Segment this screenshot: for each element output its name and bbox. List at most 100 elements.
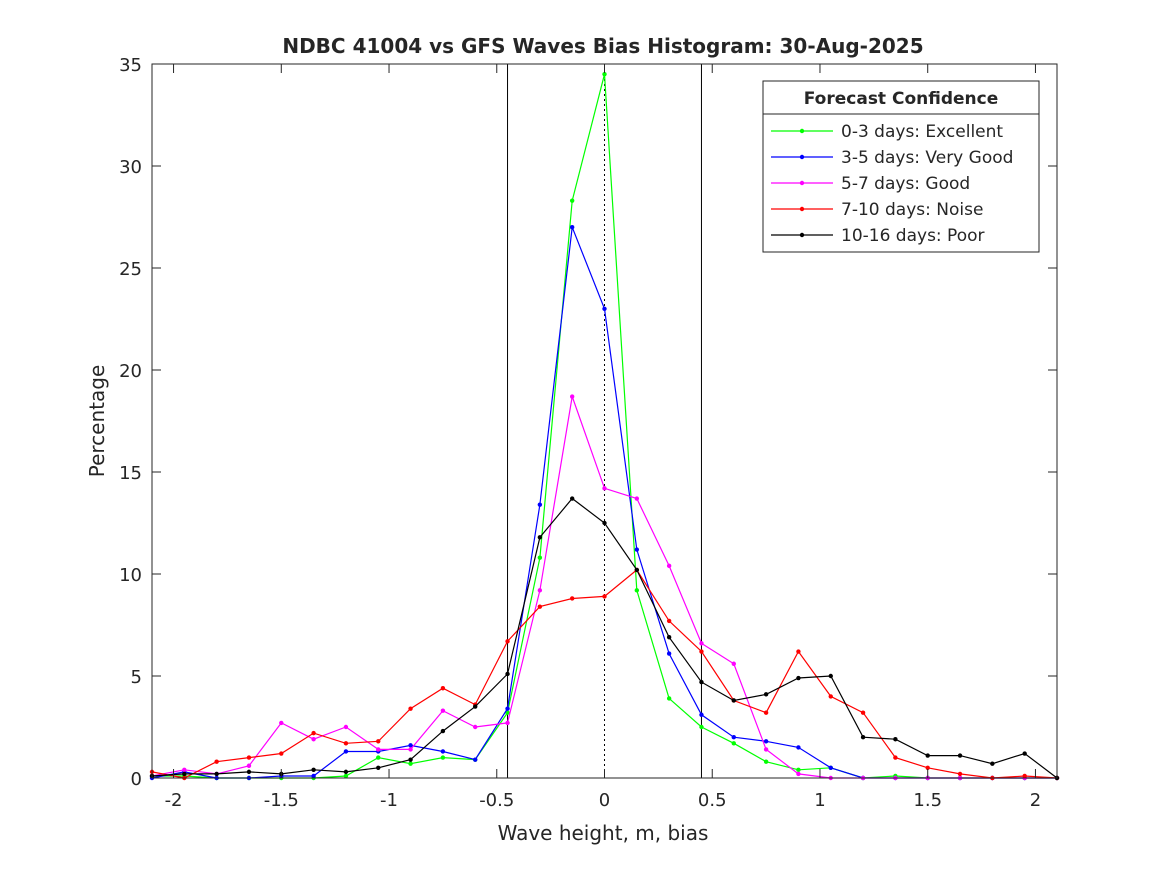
data-point xyxy=(602,306,607,311)
legend-swatch-marker xyxy=(799,180,805,186)
data-point xyxy=(569,496,575,501)
legend-label: 0-3 days: Excellent xyxy=(841,122,1003,142)
legend-swatch-marker xyxy=(799,154,805,160)
data-point xyxy=(505,706,510,711)
legend-swatch-marker xyxy=(799,232,805,238)
data-point xyxy=(796,745,801,750)
data-point xyxy=(408,706,413,711)
data-point xyxy=(763,759,769,764)
data-point xyxy=(699,712,704,717)
data-point xyxy=(182,767,187,773)
y-tick-label: 5 xyxy=(131,667,142,688)
data-point xyxy=(763,747,769,752)
legend-label: 10-16 days: Poor xyxy=(841,226,985,246)
y-tick-label: 10 xyxy=(119,565,142,586)
data-point xyxy=(343,773,349,779)
data-point xyxy=(828,694,833,699)
data-point xyxy=(311,767,316,773)
data-point xyxy=(699,724,704,730)
data-point xyxy=(925,765,930,770)
data-point xyxy=(699,649,704,654)
data-point xyxy=(505,710,510,715)
legend-swatch-marker xyxy=(799,206,805,212)
legend-items: 0-3 days: Excellent 3-5 days: Very Good 5-… xyxy=(771,122,1013,246)
data-point xyxy=(699,641,704,646)
data-point xyxy=(763,739,769,744)
x-tick-label: 1 xyxy=(814,790,825,811)
x-tick-label: -0.5 xyxy=(479,790,514,811)
legend-entry: 0-3 days: Excellent xyxy=(771,122,1003,142)
data-point xyxy=(796,675,801,681)
data-point xyxy=(990,761,995,766)
data-point xyxy=(763,692,769,697)
data-point xyxy=(1022,773,1027,779)
series-line xyxy=(151,569,1058,779)
data-point xyxy=(796,649,801,654)
legend-label: 5-7 days: Good xyxy=(841,174,970,194)
data-point xyxy=(343,724,349,730)
data-point xyxy=(666,635,672,640)
data-point xyxy=(408,743,413,748)
data-point xyxy=(569,394,575,399)
series-2 xyxy=(149,394,1060,781)
data-point xyxy=(860,735,866,740)
data-point xyxy=(731,661,736,666)
data-point xyxy=(634,496,640,501)
legend-title: Forecast Confidence xyxy=(804,89,999,109)
data-point xyxy=(634,547,640,552)
data-point xyxy=(731,735,736,740)
data-point xyxy=(666,696,672,701)
data-point xyxy=(602,72,607,77)
x-tick-label: -1.5 xyxy=(264,790,299,811)
series-4 xyxy=(149,496,1060,781)
data-point xyxy=(569,225,575,230)
data-point xyxy=(440,686,446,691)
reference-lines xyxy=(507,64,702,778)
data-point xyxy=(408,761,413,766)
data-point xyxy=(893,755,898,760)
data-point xyxy=(505,671,510,677)
y-tick-label: 0 xyxy=(131,769,142,790)
data-point xyxy=(602,486,607,491)
data-point xyxy=(376,747,381,752)
data-point xyxy=(473,724,478,730)
legend-entry: 3-5 days: Very Good xyxy=(771,148,1013,168)
x-tick-label: 0.5 xyxy=(698,790,727,811)
data-point xyxy=(473,704,478,709)
y-tick-label: 20 xyxy=(119,361,142,382)
data-point xyxy=(796,767,801,773)
data-point xyxy=(408,757,413,762)
y-tick-label: 35 xyxy=(119,55,142,76)
data-point xyxy=(634,588,640,593)
data-point xyxy=(569,596,575,601)
data-point xyxy=(602,520,607,526)
legend-entry: 10-16 days: Poor xyxy=(771,226,985,246)
data-point xyxy=(828,765,833,770)
legend-entry: 7-10 days: Noise xyxy=(771,200,983,220)
data-point xyxy=(893,737,898,742)
data-point xyxy=(440,749,446,754)
chart-title: NDBC 41004 vs GFS Waves Bias Histogram: … xyxy=(282,34,923,58)
data-point xyxy=(182,771,187,777)
legend-box xyxy=(762,80,1040,253)
data-point xyxy=(957,771,963,777)
data-point xyxy=(602,594,607,599)
x-tick-label: 1.5 xyxy=(913,790,942,811)
data-point xyxy=(828,673,833,679)
data-point xyxy=(440,755,446,760)
data-point xyxy=(666,651,672,656)
data-point xyxy=(1022,751,1027,756)
data-point xyxy=(343,741,349,746)
series-1 xyxy=(149,225,1060,781)
data-point xyxy=(246,763,252,768)
data-point xyxy=(731,698,736,703)
data-point xyxy=(376,755,381,760)
data-point xyxy=(279,720,284,726)
data-point xyxy=(279,751,284,756)
data-point xyxy=(311,773,316,779)
data-point xyxy=(376,739,381,744)
data-point xyxy=(214,771,219,777)
data-point xyxy=(666,563,672,569)
data-point xyxy=(311,737,316,742)
